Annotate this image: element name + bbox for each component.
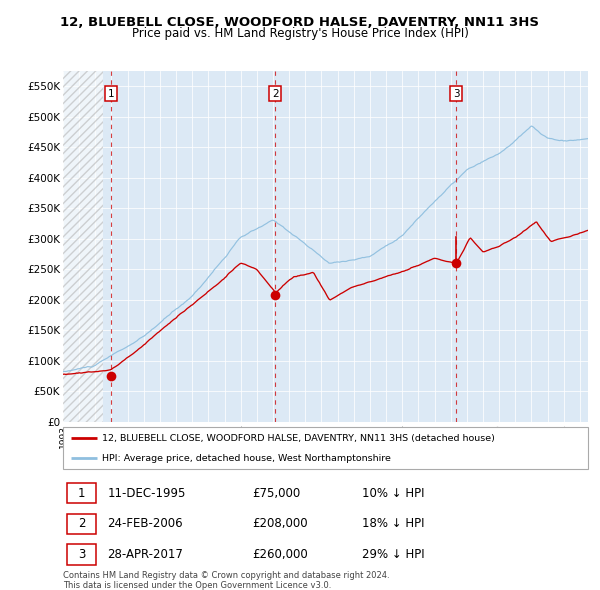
Text: 11-DEC-1995: 11-DEC-1995 xyxy=(107,487,186,500)
Text: Contains HM Land Registry data © Crown copyright and database right 2024.
This d: Contains HM Land Registry data © Crown c… xyxy=(63,571,389,590)
Text: HPI: Average price, detached house, West Northamptonshire: HPI: Average price, detached house, West… xyxy=(103,454,391,463)
FancyBboxPatch shape xyxy=(67,544,96,565)
Text: 24-FEB-2006: 24-FEB-2006 xyxy=(107,517,183,530)
Text: 12, BLUEBELL CLOSE, WOODFORD HALSE, DAVENTRY, NN11 3HS (detached house): 12, BLUEBELL CLOSE, WOODFORD HALSE, DAVE… xyxy=(103,434,495,443)
Text: 2: 2 xyxy=(78,517,85,530)
FancyBboxPatch shape xyxy=(67,513,96,534)
Text: £208,000: £208,000 xyxy=(252,517,308,530)
Text: Price paid vs. HM Land Registry's House Price Index (HPI): Price paid vs. HM Land Registry's House … xyxy=(131,27,469,40)
Text: 1: 1 xyxy=(107,88,114,99)
Text: 29% ↓ HPI: 29% ↓ HPI xyxy=(362,548,425,561)
Text: 12, BLUEBELL CLOSE, WOODFORD HALSE, DAVENTRY, NN11 3HS: 12, BLUEBELL CLOSE, WOODFORD HALSE, DAVE… xyxy=(61,16,539,29)
Text: 28-APR-2017: 28-APR-2017 xyxy=(107,548,184,561)
FancyBboxPatch shape xyxy=(67,483,96,503)
Text: 18% ↓ HPI: 18% ↓ HPI xyxy=(362,517,425,530)
Text: 1: 1 xyxy=(78,487,85,500)
Text: 2: 2 xyxy=(272,88,278,99)
FancyBboxPatch shape xyxy=(63,427,588,469)
Text: £75,000: £75,000 xyxy=(252,487,300,500)
Text: 3: 3 xyxy=(78,548,85,561)
Text: 10% ↓ HPI: 10% ↓ HPI xyxy=(362,487,425,500)
Text: £260,000: £260,000 xyxy=(252,548,308,561)
Text: 3: 3 xyxy=(453,88,460,99)
